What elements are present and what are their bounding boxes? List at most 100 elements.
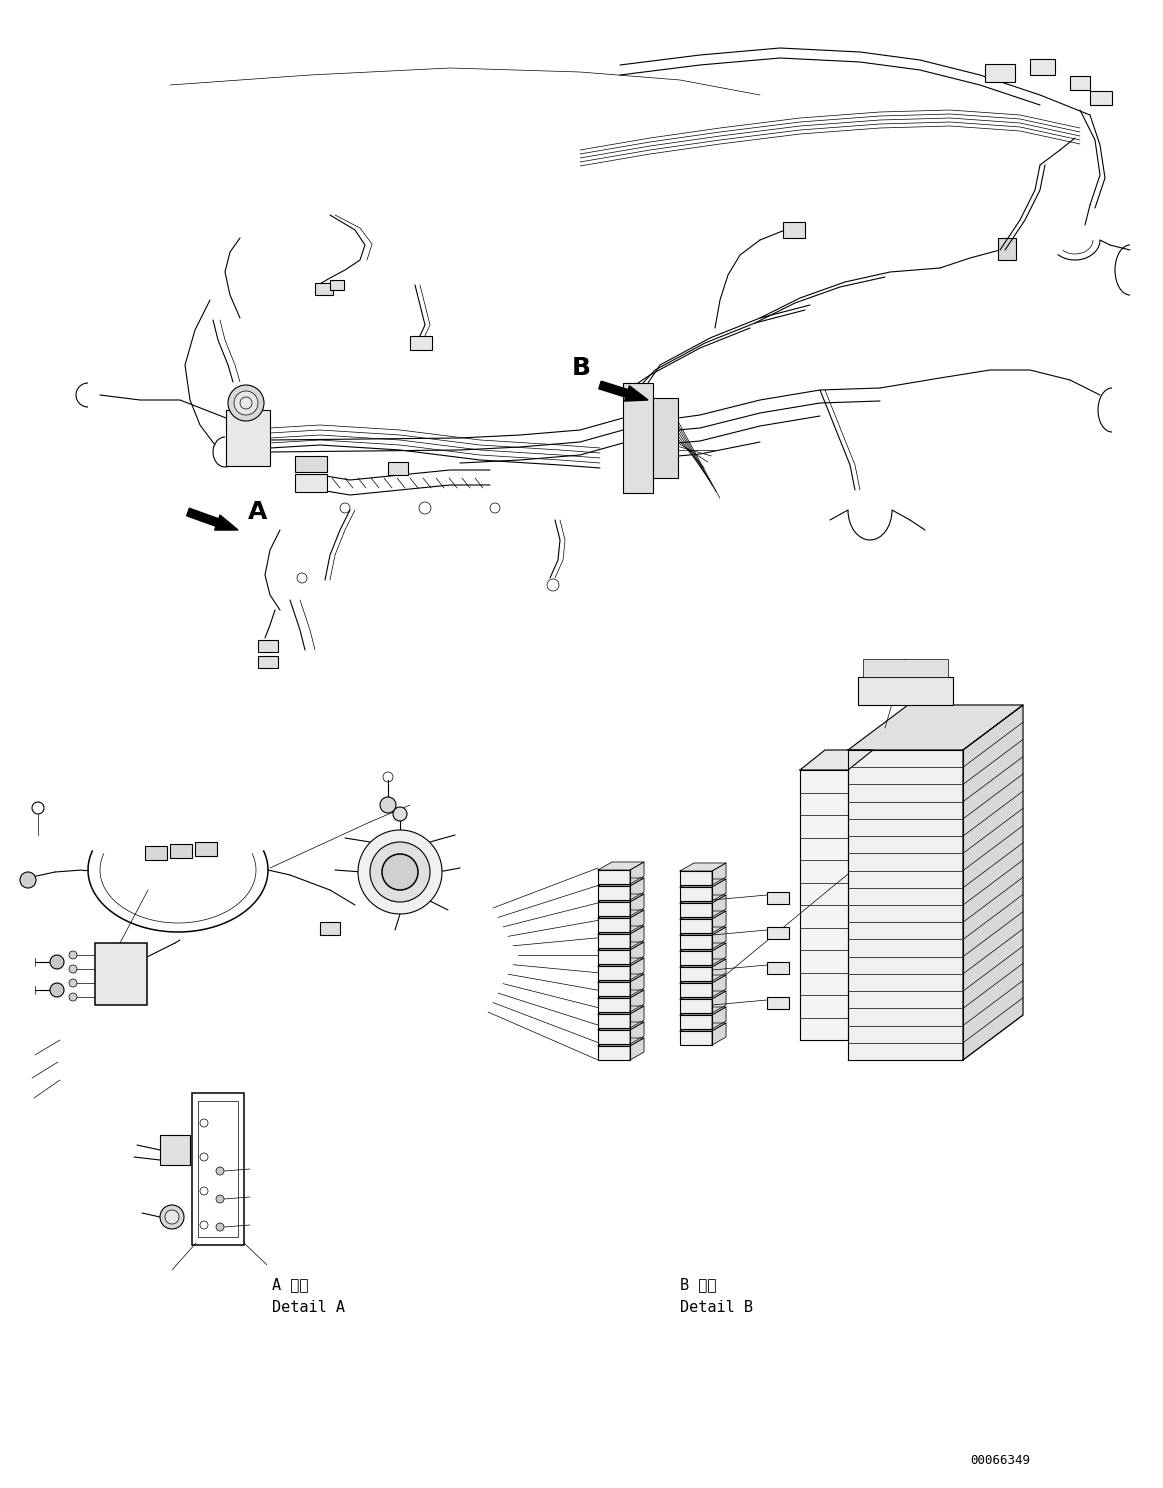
Polygon shape — [712, 958, 726, 981]
Polygon shape — [598, 975, 644, 982]
Circle shape — [381, 854, 418, 890]
Bar — [598, 1046, 630, 1059]
Polygon shape — [680, 927, 726, 934]
Polygon shape — [598, 894, 644, 902]
Bar — [598, 902, 630, 917]
Circle shape — [69, 979, 77, 987]
Bar — [295, 475, 327, 493]
Text: B 詳細: B 詳細 — [680, 1278, 716, 1293]
Bar — [598, 998, 630, 1012]
Bar — [680, 967, 712, 981]
Text: B: B — [572, 356, 591, 379]
Bar — [858, 677, 952, 705]
Bar — [598, 918, 630, 931]
Circle shape — [216, 1195, 224, 1202]
Bar — [598, 934, 630, 948]
Bar — [388, 461, 408, 475]
Circle shape — [165, 1210, 179, 1225]
Bar — [170, 844, 192, 859]
Bar — [863, 659, 948, 677]
Polygon shape — [680, 975, 726, 984]
Polygon shape — [848, 750, 963, 1059]
Polygon shape — [630, 926, 644, 948]
Polygon shape — [630, 975, 644, 995]
Bar — [680, 1015, 712, 1030]
Text: A: A — [248, 500, 267, 524]
Bar — [598, 966, 630, 981]
Bar — [680, 951, 712, 966]
Circle shape — [234, 391, 258, 415]
Polygon shape — [680, 879, 726, 887]
Bar — [192, 1094, 244, 1245]
Polygon shape — [598, 942, 644, 949]
Circle shape — [393, 806, 407, 821]
Bar — [598, 982, 630, 995]
Polygon shape — [598, 990, 644, 998]
Bar — [768, 927, 789, 939]
Polygon shape — [630, 990, 644, 1012]
Bar — [258, 640, 278, 652]
Bar — [1070, 76, 1090, 89]
Bar — [258, 656, 278, 668]
Text: 00066349: 00066349 — [970, 1454, 1030, 1467]
Bar — [680, 934, 712, 949]
Bar — [598, 949, 630, 964]
Polygon shape — [630, 958, 644, 981]
Polygon shape — [963, 705, 1023, 1059]
Bar — [768, 997, 789, 1009]
Bar — [680, 870, 712, 885]
Circle shape — [20, 872, 36, 888]
Circle shape — [380, 798, 395, 812]
Polygon shape — [712, 911, 726, 933]
Polygon shape — [598, 878, 644, 885]
Circle shape — [50, 984, 64, 997]
Bar — [680, 920, 712, 933]
Bar — [652, 397, 678, 478]
Polygon shape — [712, 975, 726, 997]
Bar — [680, 903, 712, 917]
Polygon shape — [630, 1022, 644, 1045]
Circle shape — [50, 955, 64, 969]
Bar — [295, 455, 327, 472]
Polygon shape — [630, 911, 644, 931]
Bar — [680, 998, 712, 1013]
Text: Detail B: Detail B — [680, 1301, 752, 1315]
Bar — [998, 238, 1016, 260]
Bar — [160, 1135, 190, 1165]
Bar — [411, 336, 431, 350]
Polygon shape — [800, 769, 848, 1040]
Bar — [783, 222, 805, 238]
Polygon shape — [680, 1024, 726, 1031]
Polygon shape — [680, 943, 726, 951]
Polygon shape — [712, 1024, 726, 1045]
Polygon shape — [680, 991, 726, 998]
Polygon shape — [598, 926, 644, 934]
FancyArrow shape — [186, 509, 238, 530]
Polygon shape — [598, 958, 644, 966]
Bar — [598, 1030, 630, 1045]
Circle shape — [216, 1223, 224, 1231]
Polygon shape — [630, 1006, 644, 1028]
Polygon shape — [800, 750, 873, 769]
Polygon shape — [630, 862, 644, 884]
Bar — [145, 847, 167, 860]
Polygon shape — [680, 958, 726, 967]
Polygon shape — [680, 1007, 726, 1015]
Bar — [623, 382, 652, 493]
Bar — [768, 891, 789, 905]
Polygon shape — [712, 943, 726, 966]
Bar — [768, 963, 789, 975]
Bar — [1090, 91, 1112, 106]
Text: Detail A: Detail A — [272, 1301, 345, 1315]
Polygon shape — [712, 863, 726, 885]
FancyArrow shape — [599, 381, 648, 402]
Circle shape — [69, 966, 77, 973]
Bar — [985, 64, 1015, 82]
Polygon shape — [712, 879, 726, 902]
Circle shape — [358, 830, 442, 914]
Bar — [198, 1101, 238, 1237]
Polygon shape — [598, 862, 644, 870]
Bar — [195, 842, 217, 856]
Polygon shape — [712, 894, 726, 917]
Bar — [1030, 60, 1055, 74]
